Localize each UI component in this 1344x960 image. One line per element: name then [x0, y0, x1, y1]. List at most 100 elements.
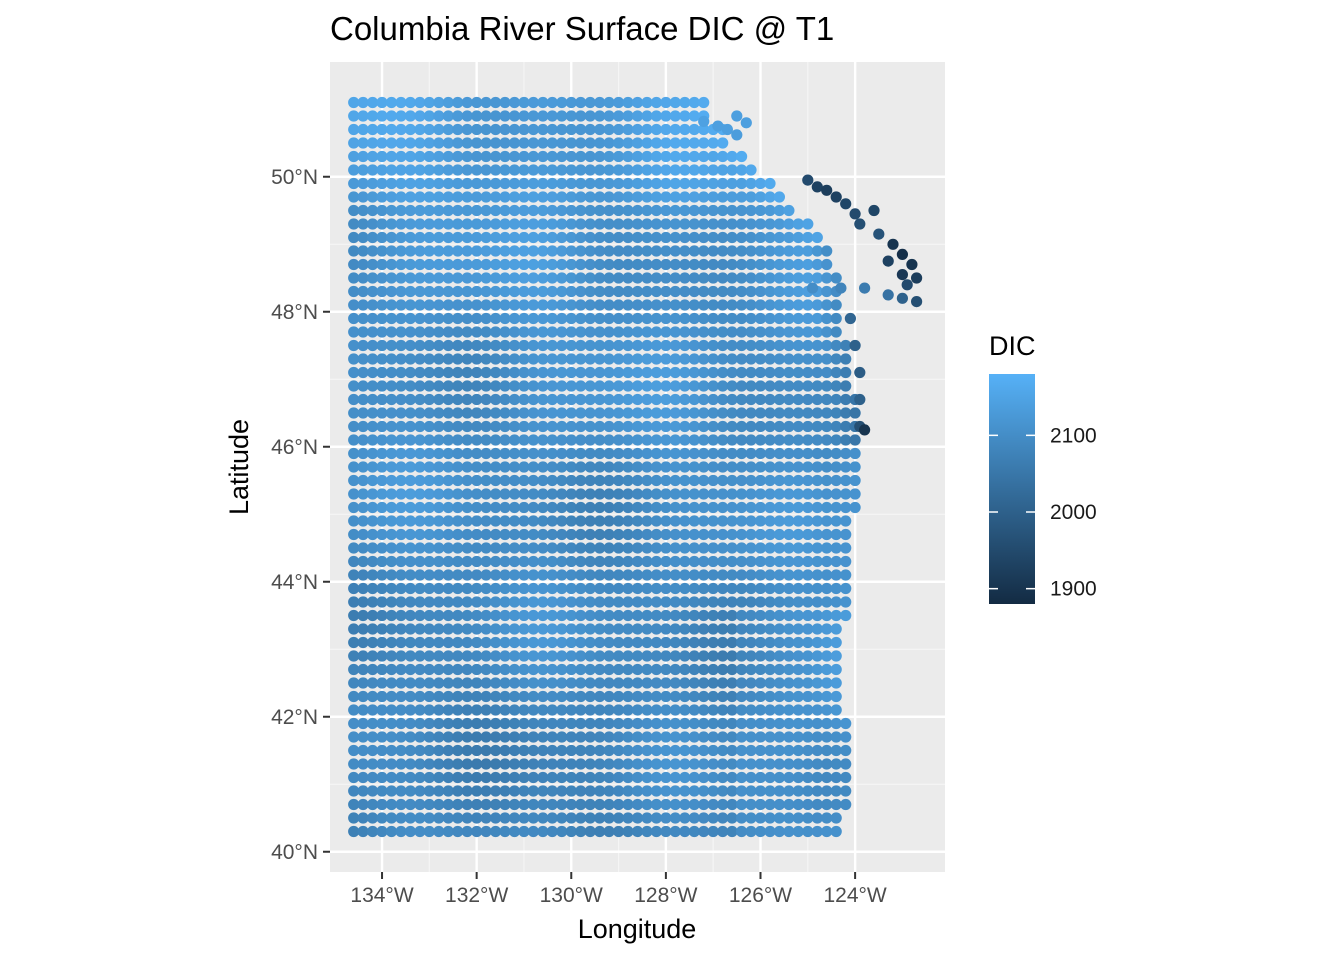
data-point [802, 690, 814, 703]
data-point [395, 785, 407, 797]
data-point [546, 528, 558, 541]
data-point [442, 123, 454, 136]
data-point [707, 569, 719, 581]
data-point [499, 771, 511, 784]
data-point [527, 488, 540, 500]
data-point [650, 677, 663, 689]
data-point [508, 110, 521, 122]
data-point [452, 420, 464, 433]
data-point [754, 717, 767, 730]
data-point [650, 434, 663, 446]
data-point [480, 758, 492, 770]
data-point [764, 218, 776, 230]
data-point [395, 231, 407, 244]
data-point [348, 555, 360, 568]
data-point [367, 582, 379, 595]
data-point [499, 218, 511, 230]
data-point [471, 353, 483, 365]
data-point [537, 812, 549, 824]
data-point [840, 515, 852, 527]
data-point [508, 123, 521, 136]
data-point [622, 474, 634, 487]
data-point [783, 326, 795, 338]
data-point [707, 582, 719, 595]
data-point [527, 798, 540, 811]
data-point [376, 339, 388, 352]
data-point [442, 96, 454, 109]
data-point [641, 339, 653, 352]
data-point [556, 825, 568, 838]
data-point [575, 771, 587, 784]
data-point [613, 825, 625, 838]
data-point [376, 123, 388, 136]
data-point [688, 650, 700, 662]
data-point [669, 636, 681, 649]
data-point [698, 623, 710, 635]
data-point [736, 218, 748, 230]
data-point [357, 407, 369, 419]
data-point [792, 690, 804, 703]
data-point [679, 420, 691, 433]
data-point [707, 717, 719, 730]
data-point [736, 245, 748, 257]
data-point [669, 744, 681, 757]
data-point [518, 758, 530, 770]
data-point [792, 596, 804, 608]
data-point [376, 609, 388, 622]
data-point [584, 569, 596, 581]
data-point [726, 785, 738, 797]
data-point [679, 461, 691, 473]
data-point [433, 474, 445, 487]
data-point [717, 299, 729, 311]
y-axis-title: Latitude [224, 419, 254, 515]
data-point [622, 515, 634, 527]
data-point [773, 420, 786, 433]
data-point [367, 636, 379, 649]
data-point [518, 110, 530, 122]
x-tick-label: 126°W [729, 884, 792, 907]
data-point [442, 636, 454, 649]
data-point [575, 474, 587, 487]
data-point [565, 434, 577, 446]
data-point [376, 515, 388, 527]
data-point [518, 231, 530, 244]
data-point [480, 731, 492, 743]
data-point [660, 569, 672, 581]
data-point [736, 515, 748, 527]
data-point [707, 353, 719, 365]
data-point [357, 164, 369, 176]
data-point [575, 110, 587, 122]
data-point [650, 461, 663, 473]
data-point [726, 731, 738, 743]
data-point [433, 731, 445, 743]
data-point [622, 204, 634, 217]
data-point [773, 690, 786, 703]
data-point [584, 663, 596, 676]
data-point [537, 758, 549, 770]
data-point [811, 825, 823, 838]
data-point [357, 177, 369, 190]
data-point [641, 798, 653, 811]
data-point [660, 299, 672, 311]
data-point [499, 528, 511, 541]
data-point [707, 636, 719, 649]
data-point [385, 245, 398, 257]
data-point [556, 744, 568, 757]
data-point [830, 758, 842, 770]
data-point [613, 636, 625, 649]
data-point [688, 177, 700, 190]
data-point [773, 245, 786, 257]
data-point [348, 717, 360, 730]
data-point [499, 758, 511, 770]
data-point [641, 434, 653, 446]
data-point [367, 785, 379, 797]
data-point [679, 771, 691, 784]
data-point [707, 407, 719, 419]
data-point [395, 191, 407, 203]
data-point [679, 393, 691, 406]
data-point [471, 731, 483, 743]
data-point [792, 258, 804, 271]
data-point [385, 596, 398, 608]
data-point [821, 245, 833, 257]
data-point [423, 299, 435, 311]
